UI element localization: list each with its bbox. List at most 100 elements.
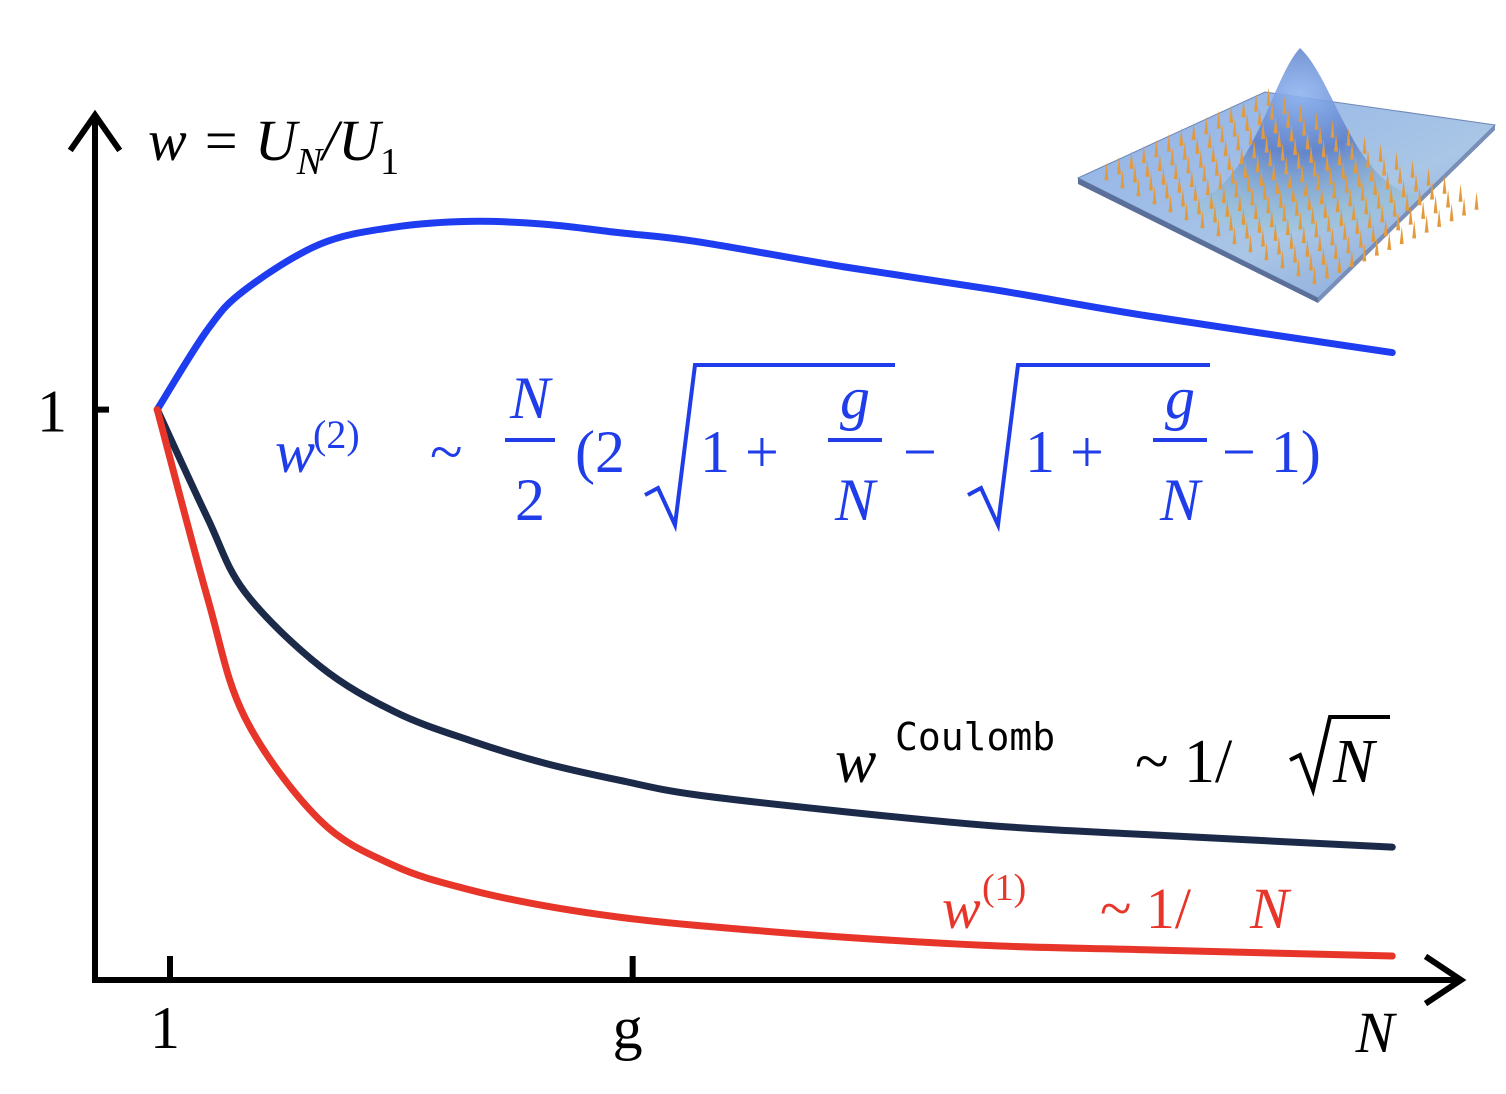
surface-spike [1232,118,1237,137]
surface-spike [1307,191,1312,210]
surface-spike [1399,226,1404,245]
surface-spike [1333,241,1338,260]
sqrt-sign [644,363,895,533]
annotation-text: N [834,467,878,533]
surface-spike [1261,120,1266,139]
surface-spike [1275,175,1280,194]
surface-spike [1424,214,1429,233]
surface-spike [1184,202,1189,221]
surface-spike [1154,139,1159,158]
surface-spike [1346,235,1351,254]
surface-spike [1270,101,1275,120]
annotation-text: g [1165,365,1195,431]
surface-spike [1220,124,1225,143]
annotation-text: N [1249,876,1292,941]
annotation-text: N [1332,728,1378,796]
surface-spike [1309,144,1314,163]
surface-spike [1241,206,1246,225]
surface-spike [1148,172,1153,191]
surface-spike [1305,238,1310,257]
surface-spike [1254,93,1259,112]
surface-spike [1257,214,1262,233]
surface-spike [1326,213,1331,232]
surface-spike [1266,195,1271,214]
surface-spike [1314,111,1319,130]
surface-spike [1216,110,1221,129]
surface-spike [1389,184,1394,203]
series-line [153,406,1396,851]
surface-spike [1245,112,1250,131]
surface-spike [1358,229,1363,248]
x-tick-label: g [613,995,643,1061]
x-tick-label: 1 [150,995,180,1061]
surface-spike [1401,179,1406,198]
surface-spike [1180,188,1185,207]
surface-spike [1323,199,1328,218]
surface-spike [1430,181,1435,200]
surface-spike [1205,177,1210,196]
surface-spike [1314,219,1319,238]
surface-spike [1266,87,1271,106]
surface-spike [1239,146,1244,165]
sqrt-sign [967,363,1210,533]
surface-spike [1394,151,1399,170]
surface-spike [1228,212,1233,231]
surface-spike [1287,170,1292,189]
surface-spike [1218,171,1223,190]
surface-spike [1300,164,1305,183]
surface-spike [1382,157,1387,176]
surface-spike [1346,127,1351,146]
surface-spike [1392,198,1397,217]
surface-spike [1312,158,1317,177]
surface-spike [1296,258,1301,277]
surface-spike [1168,194,1173,213]
surface-spike [1410,159,1415,178]
surface-spike [1335,194,1340,213]
annotation-text: ~ 1/ [1100,876,1192,941]
surface-spike [1293,136,1298,155]
surface-spike [1282,95,1287,114]
surface-spike [1362,243,1367,262]
surface-spike [1396,212,1401,231]
surface-spike [1282,203,1287,222]
surface-spike [1462,197,1467,216]
annotation-text: w [835,728,876,796]
surface-spike [1373,176,1378,195]
surface-spike [1164,180,1169,199]
surface-spike [1264,134,1269,153]
surface-spike [1405,192,1410,211]
annotation-sup: Coulomb [895,715,1055,759]
surface-spike [1417,187,1422,206]
surface-spike [1474,191,1479,210]
surface-spike [1355,215,1360,234]
surface-spike [1330,119,1335,138]
y-axis-label-part: w = U [148,108,301,173]
y-axis-label: w = UN/U1 [148,108,399,183]
surface-spike [1237,193,1242,212]
surface-spike [1211,143,1216,162]
surface-spike [1408,206,1413,225]
surface-spike [1337,147,1342,166]
surface-spike [1204,116,1209,135]
surface-spike [1284,156,1289,175]
surface-spike [1351,202,1356,221]
surface-spike [1276,236,1281,255]
annotation-text: 1 + [700,419,779,485]
annotation-w1: w (1) ~ 1/ N [942,867,1292,941]
surface-spike [1348,188,1353,207]
surface-spike [1341,160,1346,179]
surface-spike [1179,127,1184,146]
surface-spike [1214,157,1219,176]
inset-surface [1076,48,1497,303]
surface-spike [1286,109,1291,128]
annotation-text: N [1159,467,1203,533]
surface-spike [1280,250,1285,269]
surface-spike [1271,162,1276,181]
surface-spike [1221,185,1226,204]
surface-spike [1170,147,1175,166]
surface-spike [1166,133,1171,152]
surface-spike [1446,189,1451,208]
surface-spike [1193,182,1198,201]
annotation-text: 2 [515,467,545,533]
surface-spike [1387,231,1392,250]
